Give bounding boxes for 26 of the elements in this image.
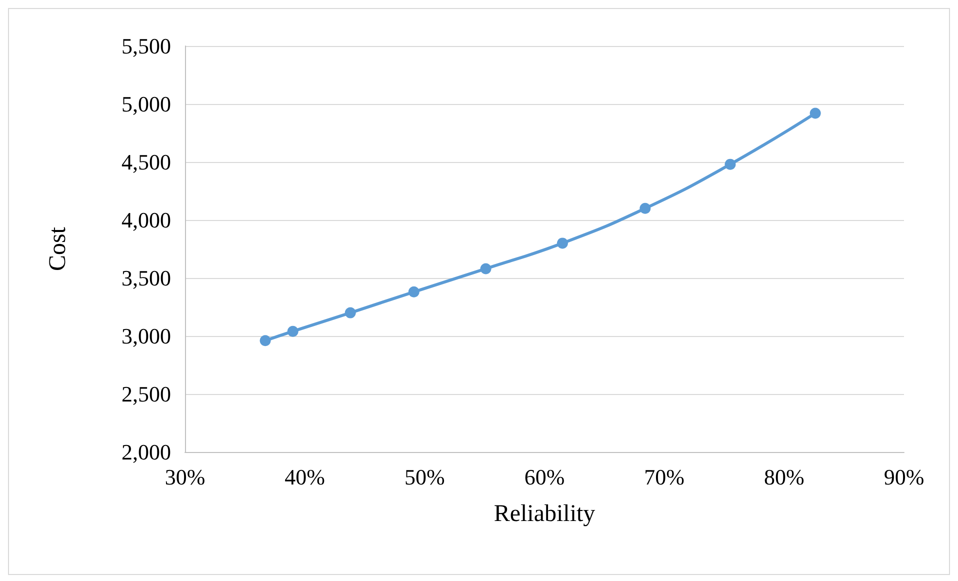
x-tick-label: 90% bbox=[884, 464, 924, 490]
point bbox=[287, 326, 298, 337]
x-tick-label: 80% bbox=[764, 464, 804, 490]
y-tick-label: 4,500 bbox=[122, 150, 171, 174]
y-axis-title: Cost bbox=[45, 226, 71, 272]
x-tick-label: 60% bbox=[524, 464, 565, 490]
y-tick-label: 4,000 bbox=[122, 208, 171, 232]
y-tick-label: 5,000 bbox=[122, 92, 171, 116]
point bbox=[640, 202, 651, 214]
x-tick-label: 40% bbox=[284, 464, 325, 490]
point bbox=[810, 108, 821, 119]
point bbox=[724, 158, 736, 170]
y-tick-label: 3,500 bbox=[122, 266, 171, 290]
point bbox=[480, 263, 492, 274]
x-tick-label: 30% bbox=[164, 464, 206, 490]
point bbox=[260, 335, 271, 346]
point bbox=[408, 286, 420, 298]
x-tick-label: 50% bbox=[404, 464, 445, 490]
point bbox=[344, 307, 356, 318]
point bbox=[556, 238, 568, 249]
y-tick-label: 2,000 bbox=[122, 440, 171, 464]
x-axis-title: Reliability bbox=[494, 501, 596, 527]
y-tick-label: 5,500 bbox=[122, 34, 171, 58]
x-tick-label: 70% bbox=[644, 464, 684, 490]
y-tick-label: 2,500 bbox=[122, 382, 171, 406]
y-tick-label: 3,000 bbox=[122, 324, 171, 348]
